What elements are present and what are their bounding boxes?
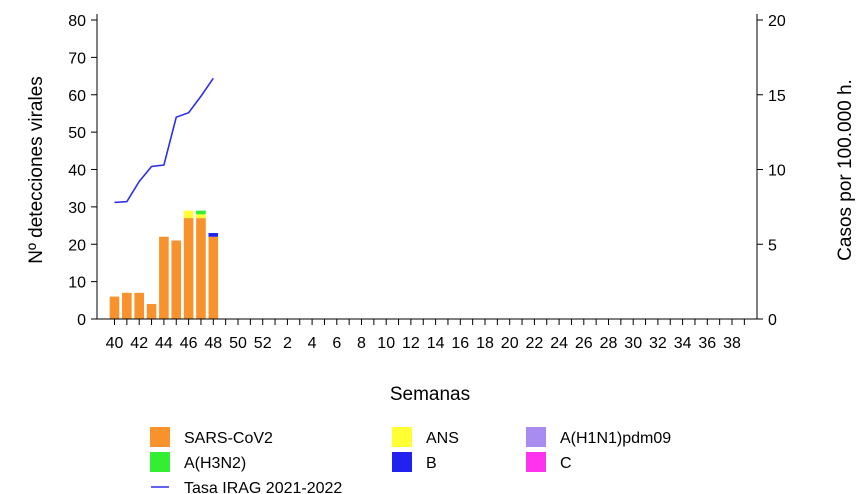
x-tick-label: 46 xyxy=(180,335,198,352)
x-tick-label: 52 xyxy=(254,335,272,352)
x-tick-label: 6 xyxy=(332,335,341,352)
legend-swatch xyxy=(150,452,170,472)
y-left-tick-label: 80 xyxy=(68,13,86,30)
y-right-tick-label: 10 xyxy=(768,163,786,180)
x-tick-label: 22 xyxy=(526,335,544,352)
y-right-tick-label: 15 xyxy=(768,88,786,105)
bar-segment xyxy=(134,292,144,319)
y-left-tick-label: 50 xyxy=(68,125,86,142)
x-tick-label: 34 xyxy=(674,335,692,352)
bar-segment xyxy=(208,236,219,319)
legend-label: SARS-CoV2 xyxy=(184,430,273,447)
bar-segment xyxy=(146,304,157,319)
x-tick-label: 10 xyxy=(377,335,395,352)
bar-segment xyxy=(183,210,194,219)
y-left-tick-label: 30 xyxy=(68,200,86,217)
bar-segment xyxy=(171,240,182,319)
y-left-tick-label: 10 xyxy=(68,275,86,292)
legend-label: Tasa IRAG 2021-2022 xyxy=(184,480,342,494)
rate-line-layer xyxy=(114,77,214,204)
bar-segment xyxy=(159,236,169,319)
x-tick-label: 14 xyxy=(427,335,445,352)
bar-segment xyxy=(109,296,120,319)
x-tick-label: 24 xyxy=(550,335,568,352)
x-tick-label: 12 xyxy=(402,335,420,352)
x-tick-label: 16 xyxy=(451,335,469,352)
bar-segment xyxy=(196,210,206,215)
x-tick-label: 36 xyxy=(698,335,716,352)
x-tick-label: 44 xyxy=(155,335,173,352)
legend-label: A(H3N2) xyxy=(184,455,246,472)
legend-label: ANS xyxy=(426,430,459,447)
legend-swatch xyxy=(526,427,546,447)
x-tick-label: 32 xyxy=(649,335,667,352)
bar-segment xyxy=(183,218,194,319)
x-tick-label: 18 xyxy=(476,335,494,352)
x-axis-title: Semanas xyxy=(390,384,470,405)
y-right-tick-label: 20 xyxy=(768,13,786,30)
y-right-tick-label: 5 xyxy=(768,237,777,254)
x-tick-label: 42 xyxy=(130,335,148,352)
legend-swatch xyxy=(392,452,412,472)
legend-swatch xyxy=(526,452,546,472)
y-left-tick-label: 70 xyxy=(68,50,86,67)
x-tick-label: 4 xyxy=(308,335,317,352)
bar-segment xyxy=(196,214,206,219)
x-tick-label: 50 xyxy=(229,335,247,352)
rate-line xyxy=(114,77,214,204)
y-right-tick-label: 0 xyxy=(768,312,777,329)
x-tick-label: 30 xyxy=(624,335,642,352)
legend-swatch xyxy=(150,427,170,447)
legend-swatch xyxy=(392,427,412,447)
x-tick-label: 40 xyxy=(106,335,124,352)
bar-segment xyxy=(122,292,132,319)
y-right-axis-title: Casos por 100.000 h. xyxy=(835,79,856,261)
x-tick-label: 48 xyxy=(204,335,222,352)
bar-segment xyxy=(196,218,206,319)
x-tick-label: 28 xyxy=(600,335,618,352)
bars-layer xyxy=(109,210,219,319)
x-tick-label: 26 xyxy=(575,335,593,352)
x-tick-label: 20 xyxy=(501,335,519,352)
legend-label: C xyxy=(560,455,572,472)
y-left-tick-label: 0 xyxy=(77,312,86,329)
y-left-tick-label: 60 xyxy=(68,88,86,105)
legend-label: B xyxy=(426,455,437,472)
y-left-axis-title: Nº detecciones virales xyxy=(26,76,47,264)
x-tick-label: 8 xyxy=(357,335,366,352)
x-tick-label: 2 xyxy=(283,335,292,352)
legend: SARS-CoV2 A(H3N2) ANS B A(H1N1)pdm09 C Tasa IR… xyxy=(150,427,671,494)
legend-label: A(H1N1)pdm09 xyxy=(560,430,671,447)
x-tick-label: 38 xyxy=(723,335,741,352)
y-left-tick-label: 40 xyxy=(68,163,86,180)
bar-segment xyxy=(208,233,219,237)
y-left-tick-label: 20 xyxy=(68,237,86,254)
